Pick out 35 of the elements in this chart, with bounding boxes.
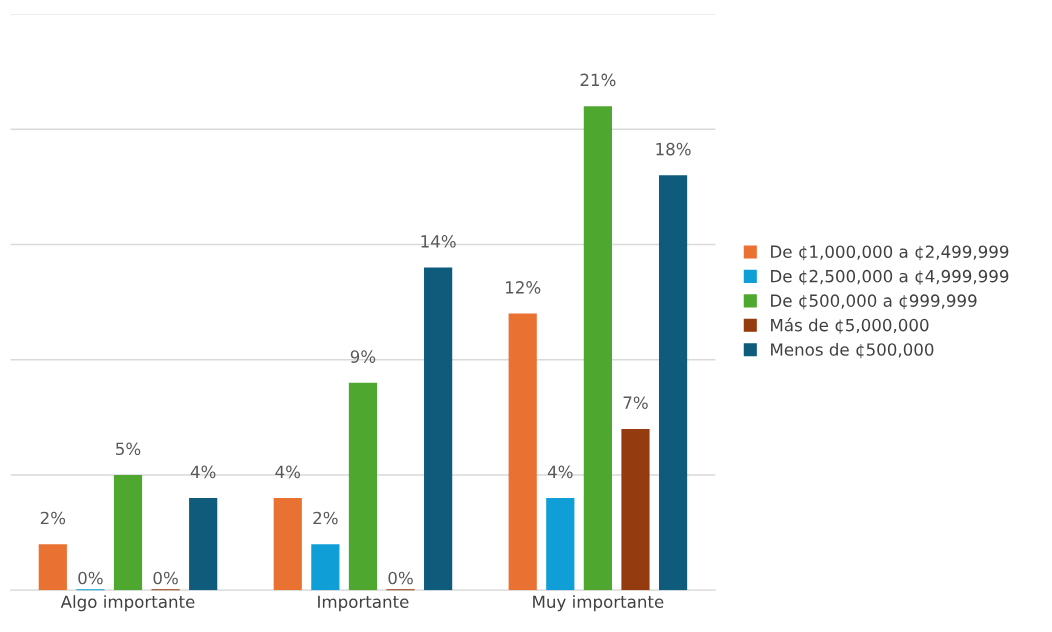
bar xyxy=(38,544,67,591)
bar xyxy=(311,544,340,591)
data-label: 21% xyxy=(580,73,616,87)
data-label: 7% xyxy=(623,396,648,409)
bar xyxy=(424,267,453,591)
data-label: 5% xyxy=(116,442,141,456)
legend-label: Menos de ¢500,000 xyxy=(771,342,934,359)
data-label: 14% xyxy=(421,235,456,248)
legend-label: Más de ¢5,000,000 xyxy=(771,317,929,334)
bar xyxy=(583,106,612,591)
data-label: 2% xyxy=(313,511,338,525)
data-label: 9% xyxy=(350,350,376,363)
data-label: 0% xyxy=(388,571,413,585)
data-label: 4% xyxy=(190,465,216,479)
bar xyxy=(508,313,537,591)
legend-label: De ¢2,500,000 a ¢4,999,999 xyxy=(771,269,1009,285)
bar xyxy=(113,475,143,591)
bar xyxy=(546,498,575,591)
data-label: 0% xyxy=(78,571,103,585)
data-label: 4% xyxy=(547,465,573,479)
x-tick-label: Algo importante xyxy=(60,595,195,612)
data-label: 18% xyxy=(656,142,691,156)
legend-label: De ¢500,000 a ¢999,999 xyxy=(771,294,977,310)
bar xyxy=(658,175,688,591)
data-label: 2% xyxy=(40,511,66,525)
bar xyxy=(621,428,650,591)
x-tick-label: Muy importante xyxy=(533,595,664,612)
data-label: 4% xyxy=(275,465,301,479)
legend-label: De ¢1,000,000 a ¢2,499,999 xyxy=(771,245,1009,261)
x-tick-label: Importante xyxy=(318,595,409,612)
bar xyxy=(189,498,218,591)
data-label: 12% xyxy=(506,281,541,294)
data-label: 0% xyxy=(153,571,178,585)
bar xyxy=(348,382,378,591)
bar xyxy=(273,498,302,591)
